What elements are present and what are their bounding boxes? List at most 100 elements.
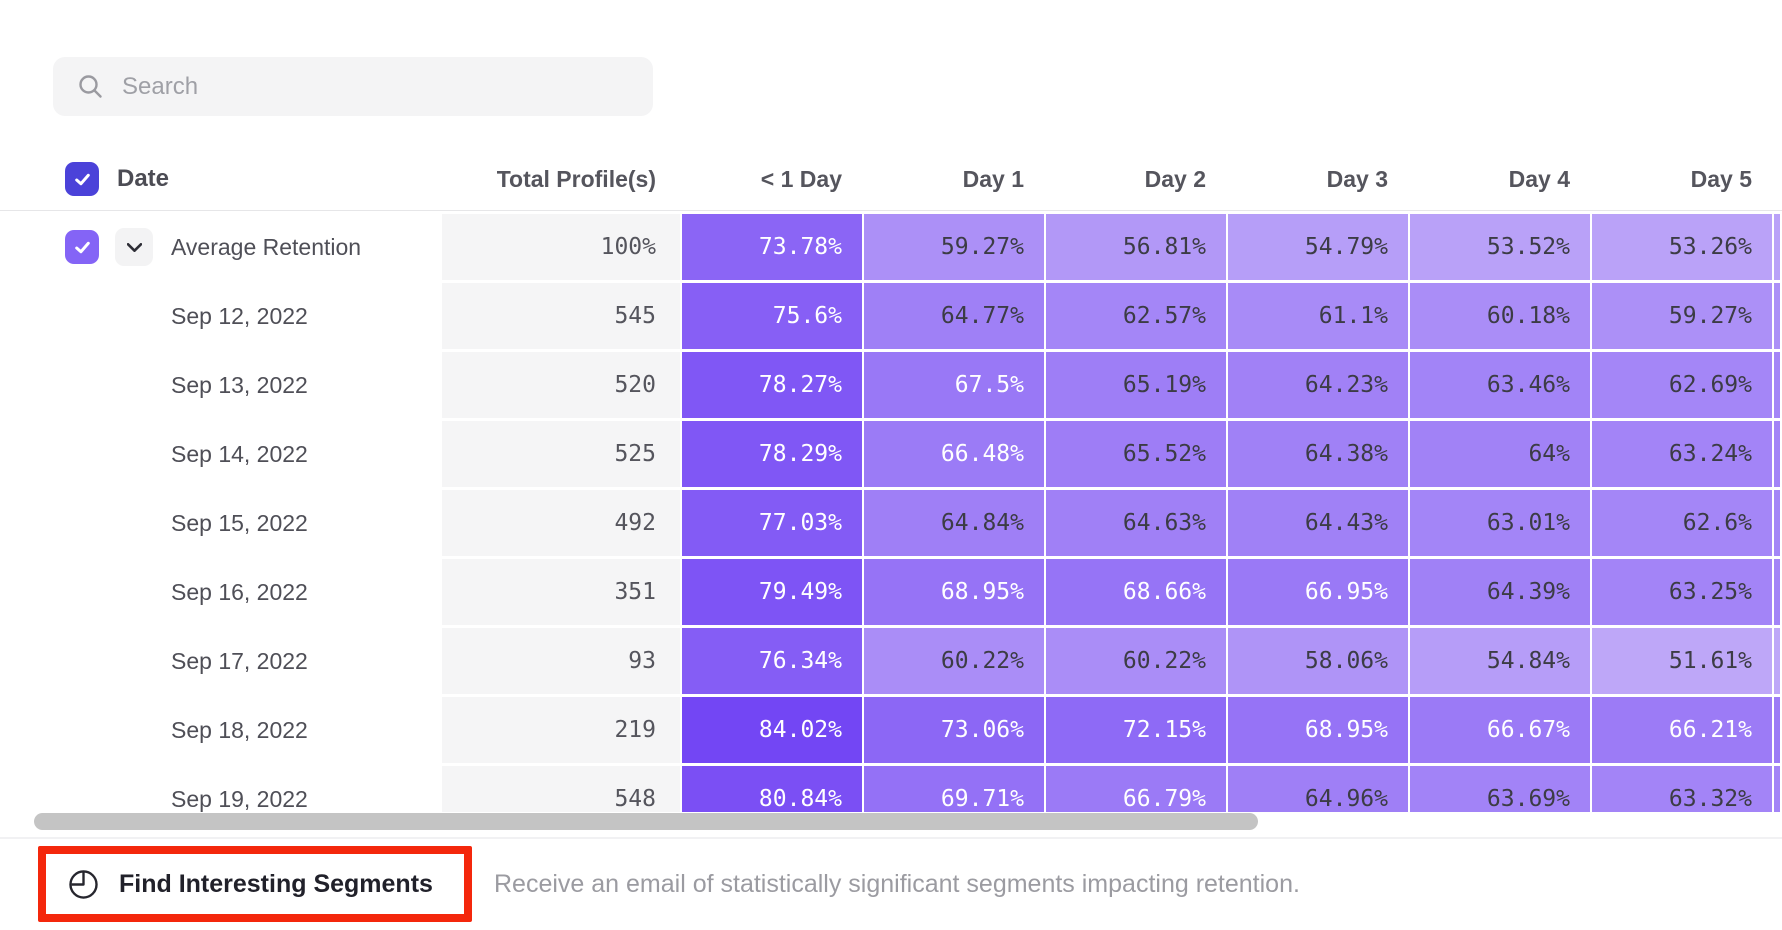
search-bar[interactable] (53, 57, 653, 116)
retention-cell[interactable]: 62.6% (1592, 490, 1772, 556)
retention-cell[interactable]: 66.67% (1410, 697, 1590, 763)
retention-cell[interactable]: 64.77% (864, 283, 1044, 349)
retention-cell[interactable]: 66.48% (864, 421, 1044, 487)
select-all-checkbox[interactable] (65, 162, 99, 196)
retention-cell[interactable]: 64% (1410, 421, 1590, 487)
retention-cell[interactable]: 65.52% (1046, 421, 1226, 487)
row-label: Sep 17, 2022 (171, 647, 308, 674)
table-row: Sep 16, 2022 351 79.49% 68.95% 68.66% 66.95… (0, 559, 1782, 625)
table-body: Average Retention 100% 73.78% 59.27% 56.81… (0, 211, 1782, 812)
row-label: Sep 19, 2022 (171, 785, 308, 812)
retention-cell[interactable]: 66.95% (1228, 559, 1408, 625)
table-header-row: Date Total Profile(s) < 1 Day Day 1 Day … (0, 148, 1782, 211)
retention-cell[interactable]: 78.27% (682, 352, 862, 418)
retention-cell[interactable]: 51.61% (1592, 628, 1772, 694)
total-profiles-cell: 545 (442, 283, 680, 349)
column-header-day3: Day 3 (1326, 165, 1388, 192)
retention-cell[interactable]: 64.63% (1046, 490, 1226, 556)
column-header-total-profiles: Total Profile(s) (496, 165, 656, 192)
retention-cell[interactable]: 62.57% (1046, 283, 1226, 349)
row-label-cell: Sep 16, 2022 (0, 559, 440, 625)
retention-cell[interactable]: 78.29% (682, 421, 862, 487)
annotation-highlight-box: Find Interesting Segments (38, 846, 472, 922)
retention-cell[interactable]: 65.19% (1046, 352, 1226, 418)
find-interesting-segments-button[interactable]: Find Interesting Segments (46, 869, 433, 900)
retention-cell[interactable]: 72.15% (1046, 697, 1226, 763)
retention-cell[interactable]: 64.96% (1228, 766, 1408, 812)
clipped-next-column-cell (1774, 490, 1780, 556)
row-label-cell: Sep 14, 2022 (0, 421, 440, 487)
retention-table: Date Total Profile(s) < 1 Day Day 1 Day … (0, 148, 1782, 812)
clipped-next-column-cell (1774, 628, 1780, 694)
column-header-lt1day: < 1 Day (760, 165, 842, 192)
retention-cell[interactable]: 64.84% (864, 490, 1044, 556)
column-header-day4: Day 4 (1508, 165, 1570, 192)
retention-cell[interactable]: 56.81% (1046, 214, 1226, 280)
retention-cell[interactable]: 64.23% (1228, 352, 1408, 418)
retention-cell[interactable]: 63.32% (1592, 766, 1772, 812)
row-label: Sep 16, 2022 (171, 578, 308, 605)
row-label-cell: Sep 17, 2022 (0, 628, 440, 694)
retention-cell[interactable]: 64.43% (1228, 490, 1408, 556)
row-label: Sep 18, 2022 (171, 716, 308, 743)
retention-cell[interactable]: 62.69% (1592, 352, 1772, 418)
retention-cell[interactable]: 66.21% (1592, 697, 1772, 763)
retention-cell[interactable]: 80.84% (682, 766, 862, 812)
row-label-cell: Sep 19, 2022 (0, 766, 440, 812)
retention-cell[interactable]: 68.95% (864, 559, 1044, 625)
retention-cell[interactable]: 77.03% (682, 490, 862, 556)
footer-description: Receive an email of statistically signif… (494, 869, 1300, 898)
retention-cell[interactable]: 67.5% (864, 352, 1044, 418)
table-row: Sep 18, 2022 219 84.02% 73.06% 72.15% 68.95… (0, 697, 1782, 763)
retention-cell[interactable]: 61.1% (1228, 283, 1408, 349)
retention-cell[interactable]: 60.18% (1410, 283, 1590, 349)
total-profiles-cell: 219 (442, 697, 680, 763)
clipped-next-column-cell (1774, 697, 1780, 763)
retention-cell[interactable]: 63.25% (1592, 559, 1772, 625)
retention-cell[interactable]: 76.34% (682, 628, 862, 694)
retention-cell[interactable]: 63.24% (1592, 421, 1772, 487)
retention-cell[interactable]: 63.46% (1410, 352, 1590, 418)
row-label-cell: Sep 18, 2022 (0, 697, 440, 763)
retention-cell[interactable]: 66.79% (1046, 766, 1226, 812)
retention-cell[interactable]: 54.79% (1228, 214, 1408, 280)
retention-cell[interactable]: 63.01% (1410, 490, 1590, 556)
retention-cell[interactable]: 60.22% (1046, 628, 1226, 694)
retention-cell[interactable]: 64.38% (1228, 421, 1408, 487)
retention-cell[interactable]: 59.27% (864, 214, 1044, 280)
table-row: Sep 14, 2022 525 78.29% 66.48% 65.52% 64.38… (0, 421, 1782, 487)
retention-cell[interactable]: 84.02% (682, 697, 862, 763)
row-label: Average Retention (171, 233, 362, 260)
row-checkbox[interactable] (65, 230, 99, 264)
horizontal-scrollbar-thumb[interactable] (34, 813, 1258, 830)
row-label: Sep 15, 2022 (171, 509, 308, 536)
table-row: Sep 12, 2022 545 75.6% 64.77% 62.57% 61.1% 6… (0, 283, 1782, 349)
retention-cell[interactable]: 73.78% (682, 214, 862, 280)
check-icon (74, 173, 90, 185)
retention-cell[interactable]: 53.52% (1410, 214, 1590, 280)
retention-cell[interactable]: 68.95% (1228, 697, 1408, 763)
retention-cell[interactable]: 79.49% (682, 559, 862, 625)
retention-cell[interactable]: 54.84% (1410, 628, 1590, 694)
retention-cell[interactable]: 64.39% (1410, 559, 1590, 625)
total-profiles-cell: 548 (442, 766, 680, 812)
retention-cell[interactable]: 73.06% (864, 697, 1044, 763)
table-row: Sep 13, 2022 520 78.27% 67.5% 65.19% 64.23%… (0, 352, 1782, 418)
retention-cell[interactable]: 68.66% (1046, 559, 1226, 625)
retention-cell[interactable]: 59.27% (1592, 283, 1772, 349)
search-input[interactable] (120, 71, 629, 102)
retention-cell[interactable]: 58.06% (1228, 628, 1408, 694)
retention-cell[interactable]: 53.26% (1592, 214, 1772, 280)
column-header-day2: Day 2 (1144, 165, 1206, 192)
clipped-next-column-cell (1774, 559, 1780, 625)
retention-cell[interactable]: 75.6% (682, 283, 862, 349)
retention-cell[interactable]: 60.22% (864, 628, 1044, 694)
clipped-next-column-cell (1774, 352, 1780, 418)
segments-button-label: Find Interesting Segments (119, 869, 433, 898)
retention-cell[interactable]: 69.71% (864, 766, 1044, 812)
row-label-cell: Sep 15, 2022 (0, 490, 440, 556)
row-label: Sep 14, 2022 (171, 440, 308, 467)
expand-chevron-button[interactable] (115, 228, 153, 266)
retention-cell[interactable]: 63.69% (1410, 766, 1590, 812)
